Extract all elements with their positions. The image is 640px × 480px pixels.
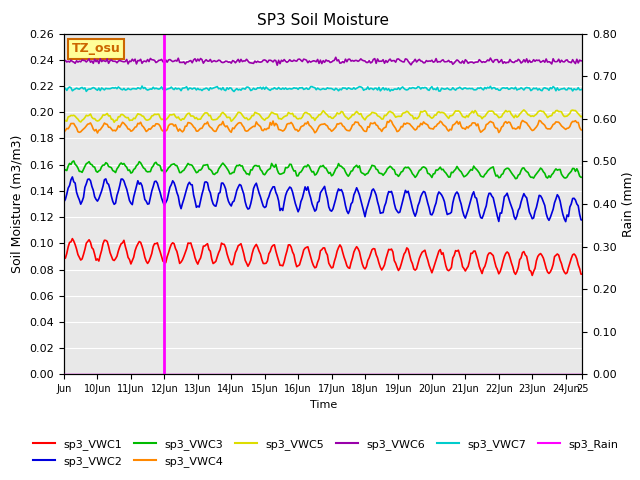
Text: TZ_osu: TZ_osu [72, 42, 120, 55]
Y-axis label: Rain (mm): Rain (mm) [623, 171, 636, 237]
Y-axis label: Soil Moisture (m3/m3): Soil Moisture (m3/m3) [11, 135, 24, 273]
Title: SP3 Soil Moisture: SP3 Soil Moisture [257, 13, 389, 28]
Legend: sp3_VWC1, sp3_VWC2, sp3_VWC3, sp3_VWC4, sp3_VWC5, sp3_VWC6, sp3_VWC7, sp3_Rain: sp3_VWC1, sp3_VWC2, sp3_VWC3, sp3_VWC4, … [28, 435, 623, 471]
X-axis label: Time: Time [310, 400, 337, 409]
